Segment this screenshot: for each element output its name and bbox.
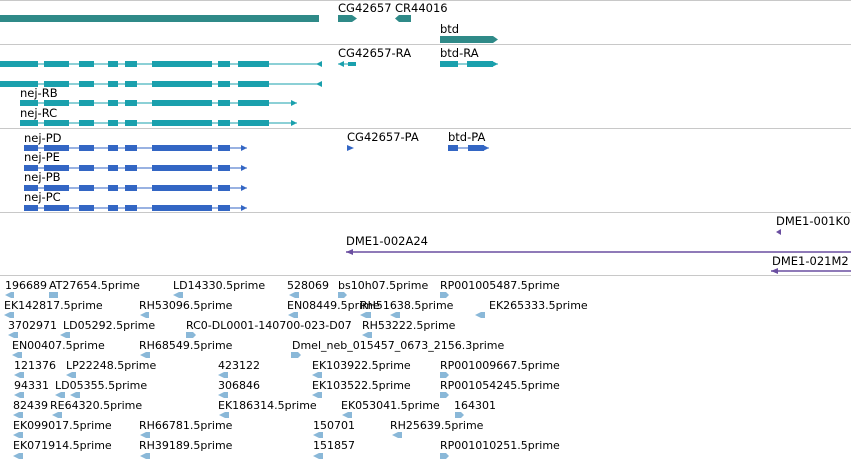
clone-dme1-001k0[interactable] — [776, 229, 781, 235]
est-label[interactable]: 196689 — [5, 279, 47, 292]
est-label[interactable]: RH66781.5prime — [139, 419, 233, 432]
est-label[interactable]: EK142817.5prime — [4, 299, 103, 312]
est-label[interactable]: 306846 — [218, 379, 260, 392]
est-label[interactable]: LP22248.5prime — [66, 359, 157, 372]
est-label[interactable]: RH25639.5prime — [390, 419, 484, 432]
est-label[interactable]: EK186314.5prime — [218, 399, 317, 412]
est-label[interactable]: LD05292.5prime — [63, 319, 156, 332]
est-label[interactable]: EK099017.5prime — [13, 419, 112, 432]
track-separator — [0, 128, 851, 129]
btd-gene-glyph[interactable] — [440, 36, 498, 43]
est-label[interactable]: LD14330.5prime — [173, 279, 266, 292]
est-label[interactable]: Dmel_neb_015457_0673_2156.3prime — [292, 339, 505, 352]
est-label[interactable]: RH51638.5prime — [360, 299, 454, 312]
est-label[interactable]: 528069 — [287, 279, 329, 292]
est-label[interactable]: 121376 — [14, 359, 56, 372]
est-label[interactable]: EN08449.5prime — [287, 299, 380, 312]
est-label[interactable]: 94331 — [14, 379, 49, 392]
est-label[interactable]: EK103522.5prime — [312, 379, 411, 392]
protein-track-glyphs — [24, 145, 489, 211]
track-separator — [0, 0, 851, 1]
protein-label[interactable]: nej-PC — [24, 190, 61, 204]
est-label[interactable]: RP001009667.5prime — [440, 359, 560, 372]
est-label[interactable]: RH68549.5prime — [139, 339, 233, 352]
est-label[interactable]: RP001054245.5prime — [440, 379, 560, 392]
clone-dme1-002a24[interactable] — [346, 249, 851, 255]
est-label[interactable]: EN00407.5prime — [12, 339, 105, 352]
est-label[interactable]: RP001005487.5prime — [440, 279, 560, 292]
clone-dme1-021m2[interactable] — [771, 268, 851, 274]
est-label[interactable]: RH39189.5prime — [139, 439, 233, 452]
est-label[interactable]: 3702971 — [8, 319, 57, 332]
transcript-label[interactable]: nej-RB — [20, 86, 58, 100]
transcript-label[interactable]: CG42657-RA — [338, 46, 412, 60]
clone-label[interactable]: DME1-021M2 — [772, 254, 849, 268]
transcript-row[interactable] — [0, 81, 322, 87]
transcript-nej-rb[interactable] — [20, 100, 297, 106]
clone-label[interactable]: DME1-002A24 — [346, 234, 428, 248]
track-separator — [0, 44, 851, 45]
protein-label[interactable]: nej-PE — [24, 150, 60, 164]
est-track-glyphs — [4, 292, 485, 459]
est-label[interactable]: 423122 — [218, 359, 260, 372]
est-label[interactable]: 82439 — [13, 399, 48, 412]
protein-label[interactable]: nej-PB — [24, 170, 61, 184]
est-label[interactable]: bs10h07.5prime — [338, 279, 429, 292]
transcript-label[interactable]: nej-RC — [20, 106, 58, 120]
transcript-row[interactable] — [0, 61, 498, 67]
est-label[interactable]: LD05355.5prime — [55, 379, 148, 392]
gene-label[interactable]: btd — [440, 22, 460, 36]
clone-label[interactable]: DME1-001K0 — [776, 214, 851, 228]
protein-label[interactable]: CG42657-PA — [347, 130, 419, 144]
est-label[interactable]: AT27654.5prime — [49, 279, 140, 292]
protein-nej-pc[interactable] — [24, 205, 247, 211]
nej-gene-glyph[interactable] — [0, 15, 319, 22]
protein-label[interactable]: btd-PA — [448, 130, 486, 144]
est-label[interactable]: RH53096.5prime — [139, 299, 233, 312]
protein-nej-pe[interactable] — [24, 165, 247, 171]
est-label[interactable]: RE64320.5prime — [50, 399, 143, 412]
gene-track-glyphs — [0, 15, 498, 43]
est-label[interactable]: RP001010251.5prime — [440, 439, 560, 452]
transcript-nej-rc[interactable] — [20, 120, 297, 126]
est-label[interactable]: EK103922.5prime — [312, 359, 411, 372]
clone-track-glyphs — [346, 229, 851, 274]
transcript-label[interactable]: btd-RA — [440, 46, 479, 60]
est-label[interactable]: EK071914.5prime — [13, 439, 112, 452]
est-label[interactable]: 151857 — [313, 439, 355, 452]
est-label[interactable]: RC0-DL0001-140700-023-D07 — [186, 319, 352, 332]
est-label[interactable]: EK053041.5prime — [341, 399, 440, 412]
protein-nej-pd[interactable] — [24, 145, 247, 151]
gene-label[interactable]: CG42657 — [338, 1, 392, 15]
track-separator — [0, 212, 851, 213]
protein-label[interactable]: nej-PD — [24, 131, 62, 145]
est-label[interactable]: 164301 — [454, 399, 496, 412]
cr44016-gene-glyph[interactable] — [395, 15, 411, 22]
transcript-track-glyphs — [0, 61, 498, 126]
protein-btd-pa[interactable] — [448, 145, 489, 151]
est-label[interactable]: 150701 — [313, 419, 355, 432]
est-label[interactable]: EK265333.5prime — [489, 299, 588, 312]
gene-label[interactable]: CR44016 — [395, 1, 448, 15]
cg42657-gene-glyph[interactable] — [338, 15, 357, 22]
track-separator — [0, 275, 851, 276]
protein-cg42657-pa[interactable] — [347, 145, 354, 151]
est-label[interactable]: RH53222.5prime — [362, 319, 456, 332]
protein-nej-pb[interactable] — [24, 185, 247, 191]
